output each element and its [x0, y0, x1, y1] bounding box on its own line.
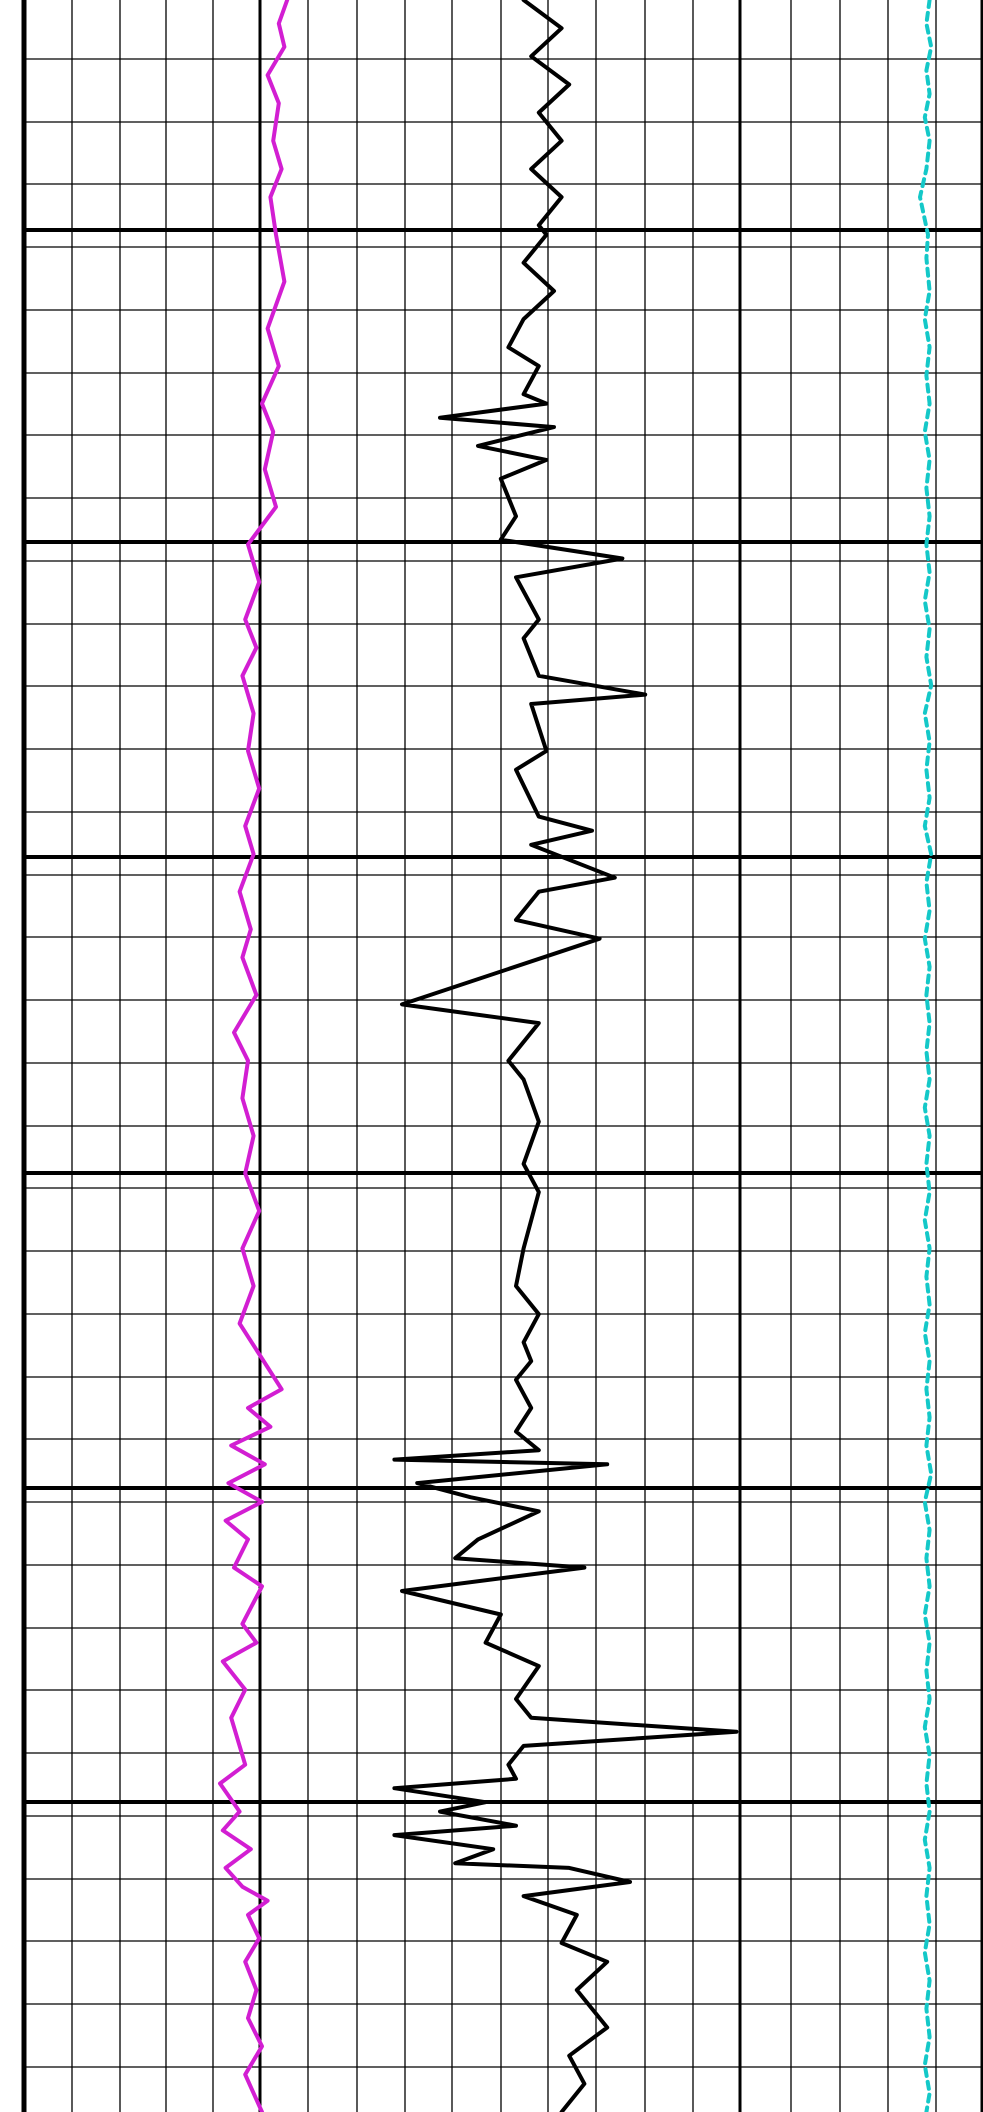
- series-line-magenta: [218, 0, 290, 2112]
- series-line-cyan: [918, 0, 934, 2112]
- series-line-black: [392, 0, 739, 2112]
